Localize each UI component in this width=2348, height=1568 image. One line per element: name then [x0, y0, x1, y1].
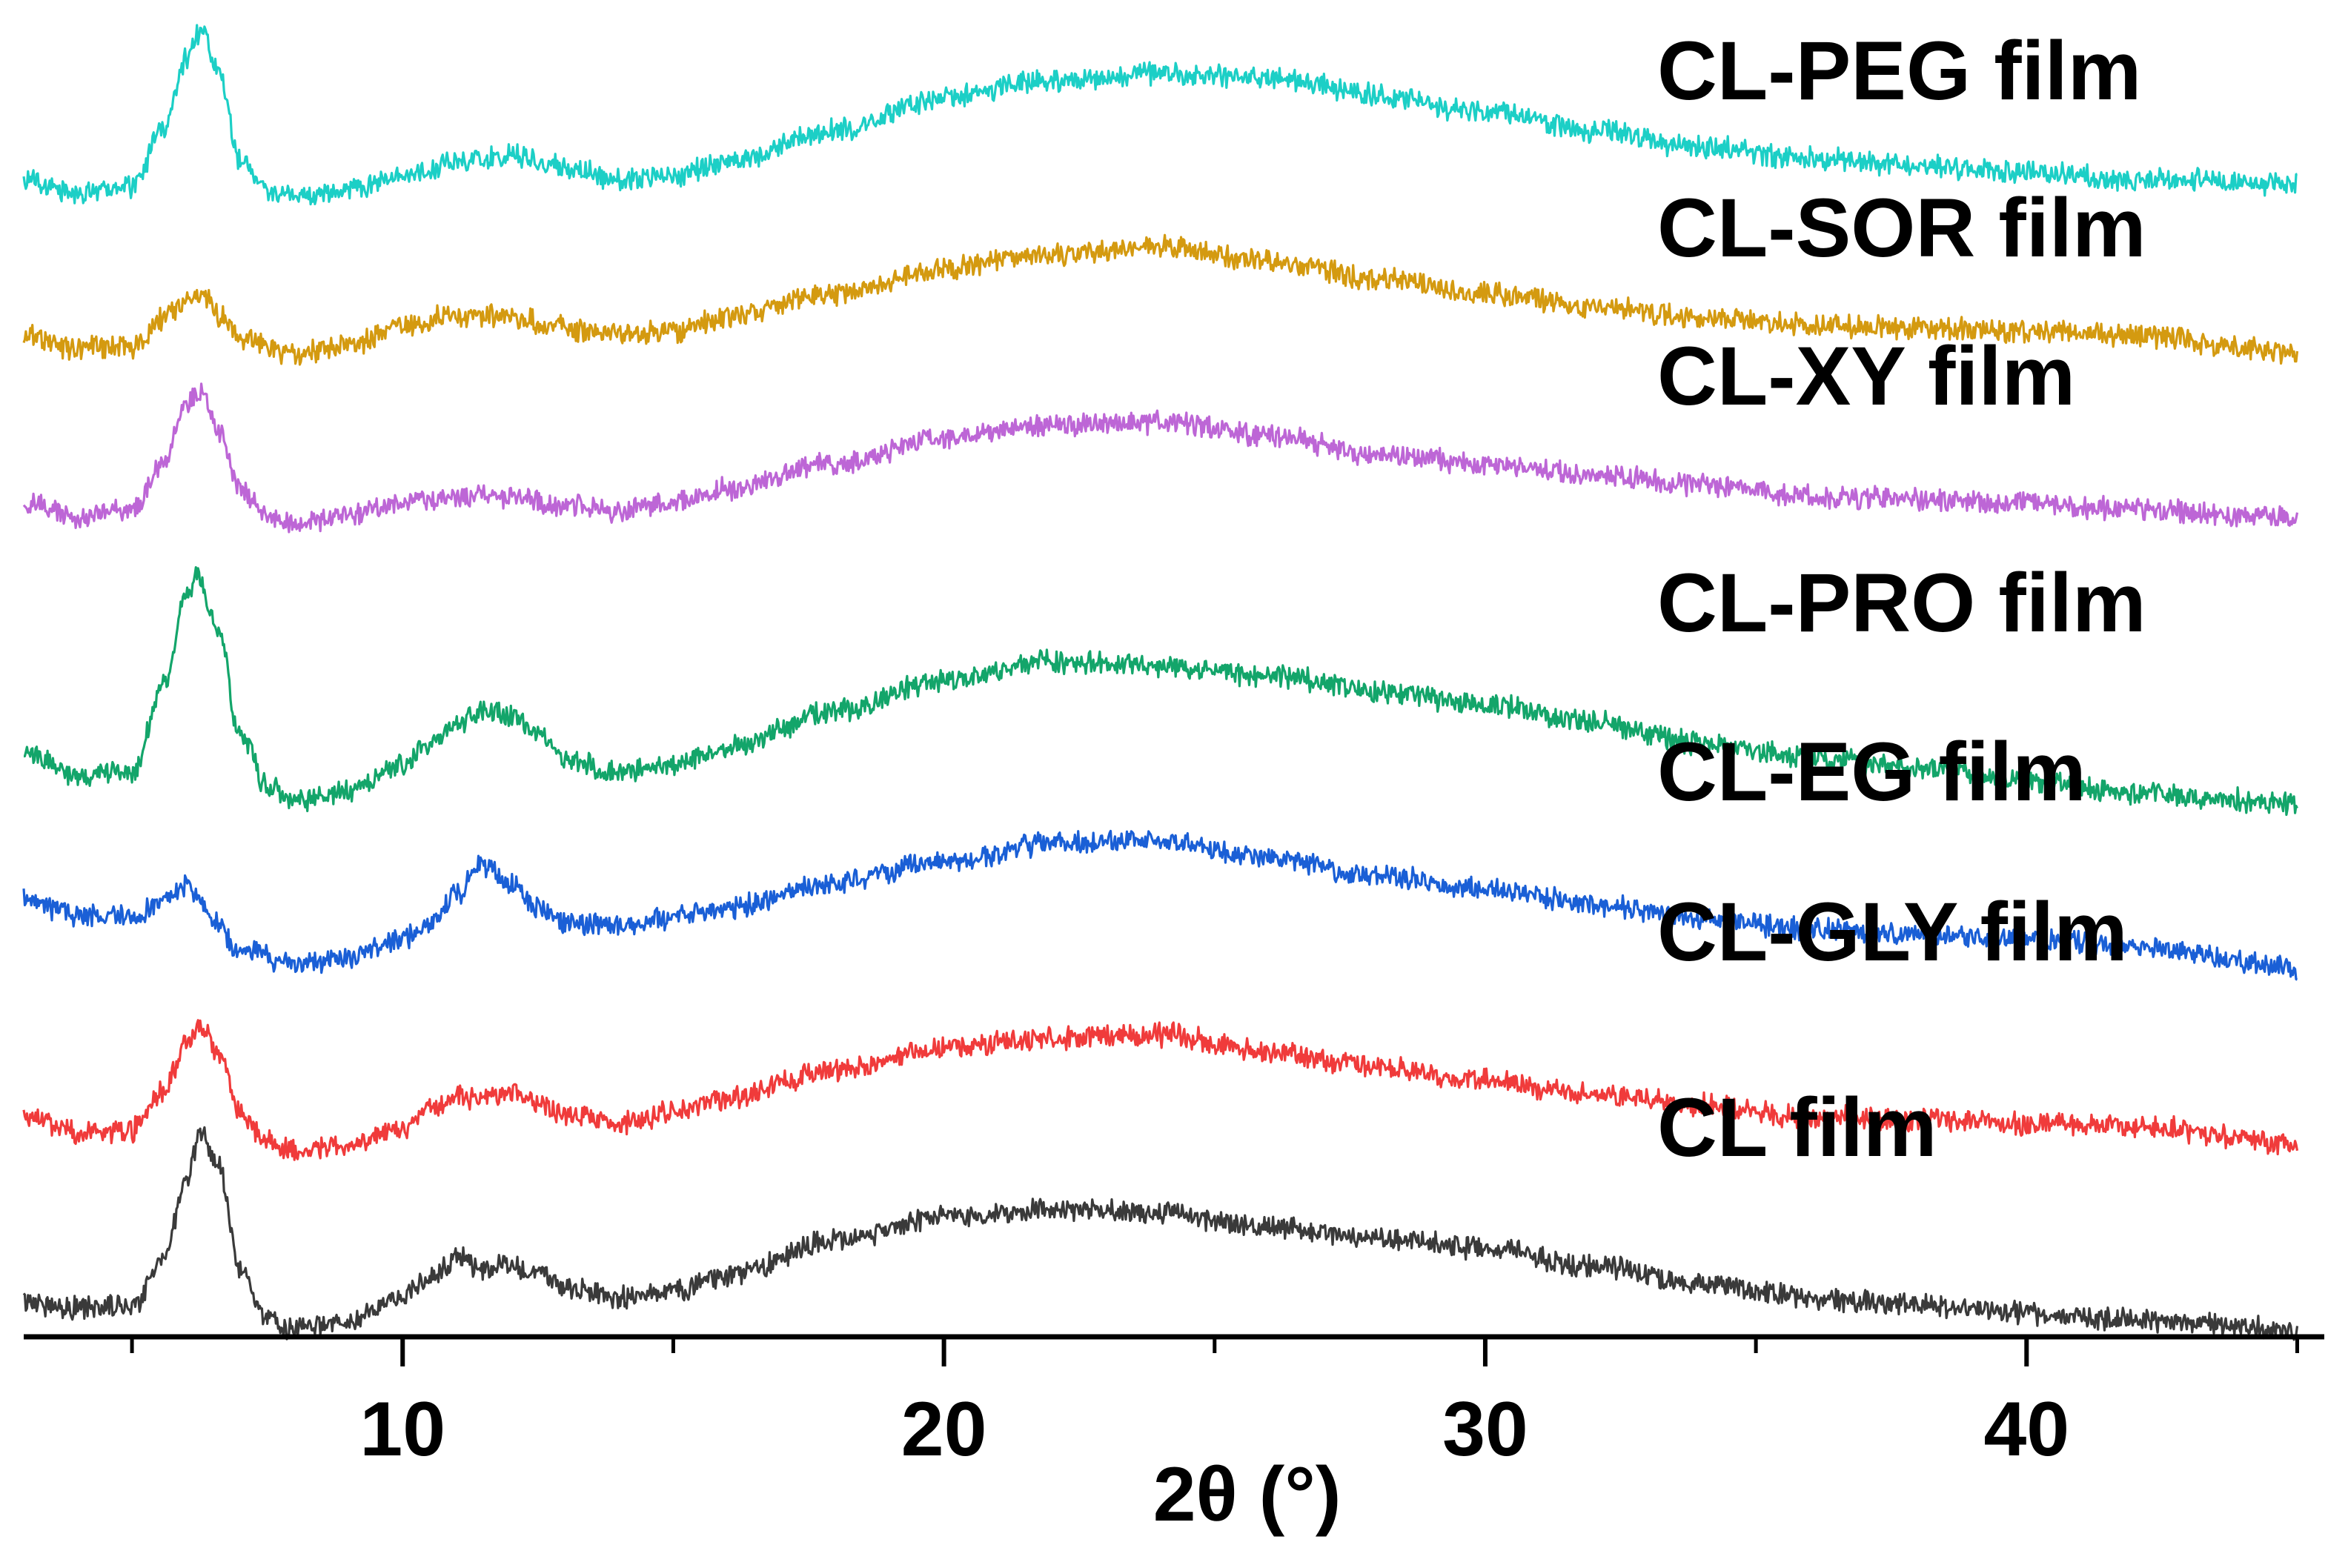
x-tick-label: 40 — [1983, 1386, 2069, 1472]
x-tick-label: 10 — [359, 1386, 445, 1472]
series-label: CL-GLY film — [1657, 886, 2128, 978]
x-tick-label: 30 — [1442, 1386, 1528, 1472]
series-layer — [22, 24, 2299, 1341]
series-line — [22, 24, 2298, 206]
series-label: CL-PRO film — [1657, 557, 2146, 649]
series-line — [22, 829, 2298, 981]
series-label: CL-XY film — [1657, 330, 2075, 422]
series-label: CL-EG film — [1657, 725, 2086, 818]
series-line — [23, 566, 2298, 817]
x-axis: 10 20 30 40 — [24, 1334, 2324, 1472]
series-label-layer: CL film CL-GLY film CL-EG film CL-PRO film C… — [1657, 24, 2146, 1174]
x-tick-label: 20 — [901, 1386, 987, 1472]
series-label: CL-SOR film — [1657, 182, 2146, 274]
series-line — [22, 233, 2299, 366]
series-line — [22, 1126, 2299, 1341]
x-axis-title: 2θ (°) — [1153, 1452, 1342, 1538]
series-line — [22, 1019, 2299, 1161]
series-line — [22, 382, 2299, 534]
series-label: CL film — [1657, 1081, 1937, 1174]
series-label: CL-PEG film — [1657, 24, 2141, 117]
